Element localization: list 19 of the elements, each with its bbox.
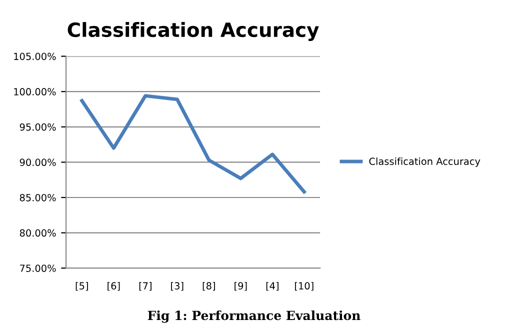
x-tick-label: [5] xyxy=(76,282,88,291)
line-series xyxy=(80,94,306,194)
x-tick-label: [6] xyxy=(108,282,120,291)
x-tick-label: [7] xyxy=(139,282,152,291)
x-tick-label: [4] xyxy=(266,282,278,291)
x-tick-label: [9] xyxy=(234,282,247,291)
caption: Fig 1: Performance Evaluation xyxy=(148,310,360,323)
y-tick-label: 105.00% xyxy=(14,52,56,60)
y-tick-label: 90.00% xyxy=(20,158,56,166)
legend-label: Classification Accuracy xyxy=(369,157,480,167)
y-tick-label: 95.00% xyxy=(20,123,56,131)
chart-title: Classification Accuracy xyxy=(68,22,319,42)
x-tick-label: [10] xyxy=(295,282,314,291)
y-tick-label: 85.00% xyxy=(20,194,56,202)
x-tick-label: [3] xyxy=(171,282,184,291)
y-tick-label: 75.00% xyxy=(20,264,56,272)
x-tick-label: [8] xyxy=(202,282,215,291)
y-tick-label: 100.00% xyxy=(14,88,56,96)
y-tick-label: 80.00% xyxy=(20,229,56,237)
